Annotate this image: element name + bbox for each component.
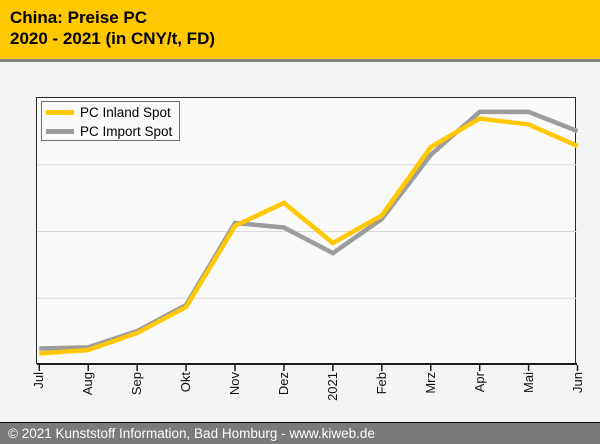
series-line-pc-inland-spot (39, 116, 579, 356)
x-axis-label-feb: Feb (373, 372, 389, 395)
legend-label: PC Inland Spot (80, 105, 171, 120)
chart-title-line2: 2020 - 2021 (in CNY/t, FD) (10, 29, 216, 48)
legend-label: PC Import Spot (80, 124, 173, 139)
x-axis-label-jun: Jun (569, 372, 585, 393)
x-axis-label-mrz: Mrz (422, 372, 438, 394)
chart-header: China: Preise PC 2020 - 2021 (in CNY/t, … (0, 0, 600, 62)
x-axis-label-nov: Nov (227, 372, 243, 396)
plot-area (36, 97, 579, 371)
legend-item: PC Import Spot (46, 122, 179, 141)
x-axis-label-mai: Mai (520, 372, 536, 393)
x-axis-label-2021: 2021 (324, 372, 340, 401)
legend-swatch-line-icon (46, 129, 74, 134)
x-axis-label-dez: Dez (275, 372, 291, 396)
x-axis-label-okt: Okt (178, 372, 194, 393)
chart-legend: PC Inland Spot PC Import Spot (41, 101, 180, 141)
legend-item: PC Inland Spot (46, 103, 179, 122)
x-axis-label-jul: Jul (31, 372, 47, 389)
line-chart-svg (37, 109, 579, 371)
chart-title-line1: China: Preise PC (10, 8, 147, 27)
footer-copyright-text: © 2021 Kunststoff Information, Bad Hombu… (8, 426, 375, 441)
x-axis-labels: Jul Aug Sep Okt Nov Dez 2021 Feb Mrz Apr Mai Jun (31, 372, 584, 417)
legend-swatch-line-icon (46, 110, 74, 115)
x-axis-label-apr: Apr (471, 372, 487, 393)
x-axis-label-aug: Aug (80, 372, 96, 396)
x-axis-label-sep: Sep (129, 372, 145, 396)
series-line-pc-import-spot (39, 109, 579, 351)
footer-bar: © 2021 Kunststoff Information, Bad Hombu… (0, 422, 600, 444)
